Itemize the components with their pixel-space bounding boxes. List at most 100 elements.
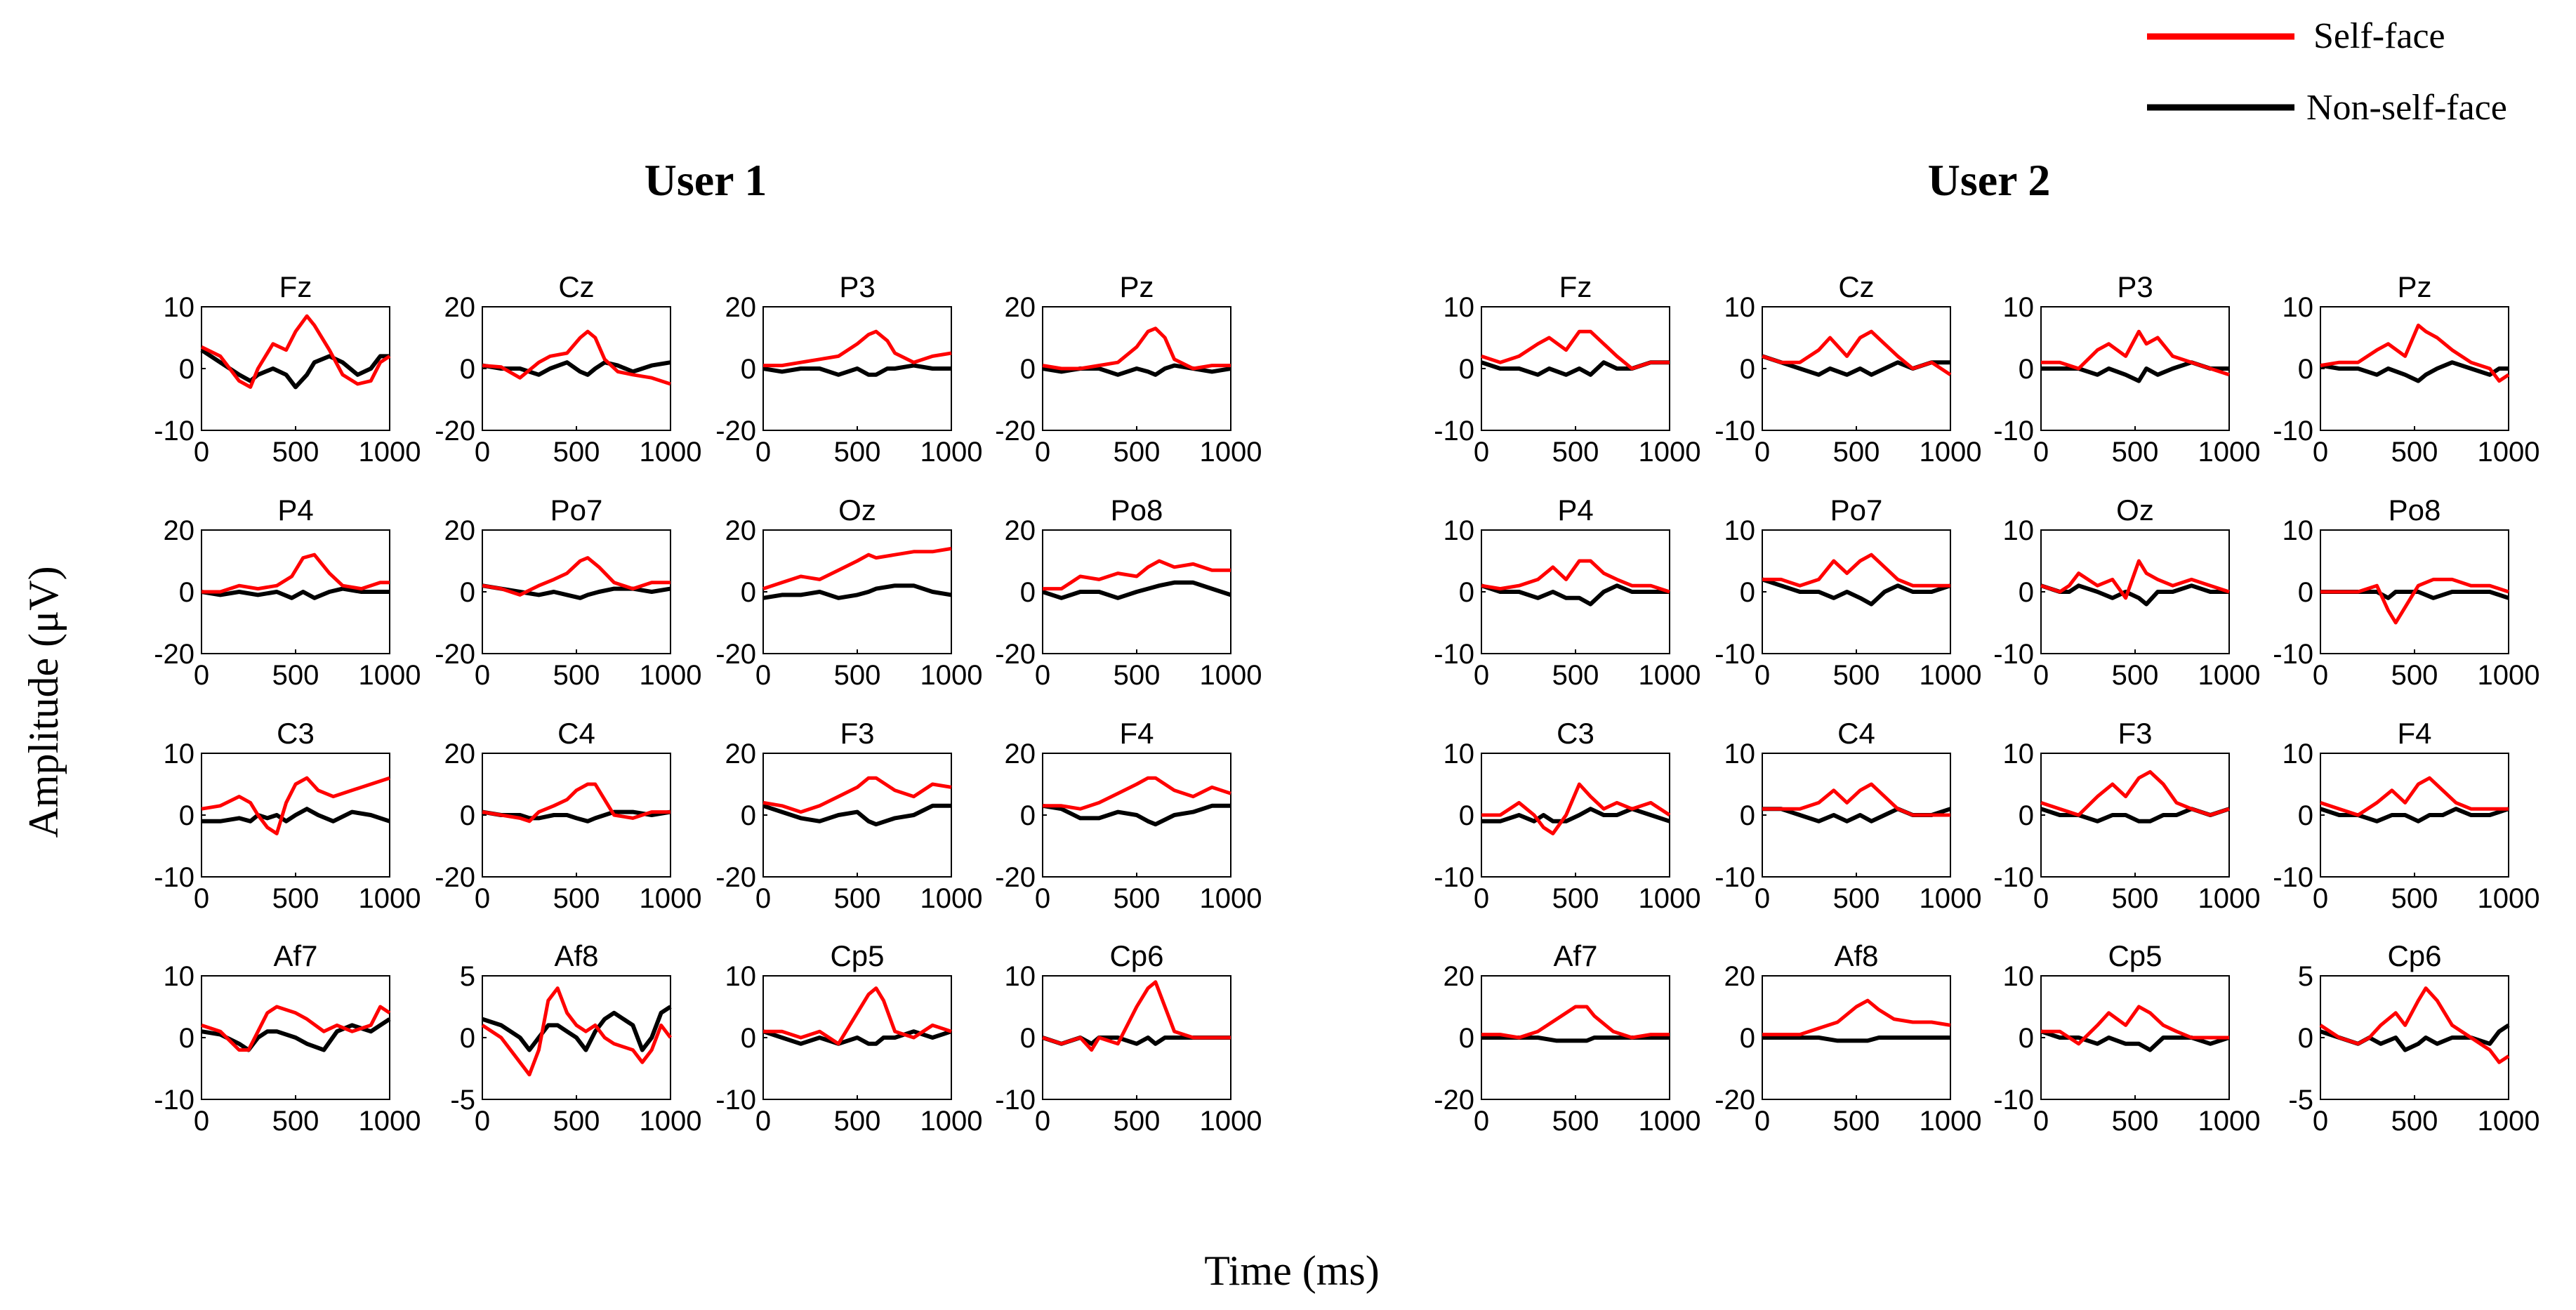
panel-title: P3 — [2117, 270, 2153, 303]
y-tick-label: -5 — [2288, 1085, 2313, 1116]
series-line-self-face — [1762, 329, 1952, 376]
y-tick-label: 0 — [741, 354, 756, 385]
x-tick-label: 0 — [755, 437, 771, 468]
x-tick-label: 500 — [2112, 1106, 2159, 1137]
panel-title: Cz — [558, 270, 594, 303]
panel-title: Af7 — [1553, 939, 1597, 972]
x-tick-label: 500 — [2112, 883, 2159, 914]
y-tick-label: 20 — [164, 515, 195, 546]
panel-title: Pz — [2397, 270, 2431, 303]
y-tick-label: 0 — [179, 354, 194, 385]
y-tick-label: -5 — [450, 1085, 475, 1116]
x-tick-label: 0 — [1035, 883, 1050, 914]
x-tick-label: 500 — [2391, 660, 2438, 691]
x-tick-label: 0 — [1474, 660, 1489, 691]
x-tick-label: 500 — [1833, 1106, 1880, 1137]
panel-title: C4 — [1837, 717, 1875, 750]
x-tick-label: 500 — [1833, 437, 1880, 468]
x-tick-label: 0 — [194, 660, 209, 691]
panel-title: F4 — [1119, 717, 1154, 750]
series-line-non-self-face — [482, 360, 671, 377]
x-tick-label: 0 — [1035, 660, 1050, 691]
group-title-user-2: User 2 — [1928, 155, 2051, 205]
y-tick-label: 0 — [460, 354, 475, 385]
x-tick-label: 0 — [1755, 1106, 1770, 1137]
x-tick-label: 0 — [1474, 1106, 1489, 1137]
x-tick-label: 0 — [475, 1106, 490, 1137]
y-tick-label: 10 — [1724, 739, 1756, 769]
y-tick-label: 0 — [2298, 800, 2313, 831]
series-line-self-face — [762, 546, 952, 590]
series-line-non-self-face — [200, 348, 390, 390]
panel-title: Oz — [2116, 494, 2154, 527]
series-line-non-self-face — [201, 1017, 391, 1052]
panel-title: Po7 — [550, 494, 603, 527]
y-tick-label: 10 — [164, 292, 195, 323]
y-tick-label: 20 — [1005, 292, 1036, 323]
y-tick-label: -20 — [435, 862, 475, 893]
panel-title: Po8 — [1111, 494, 1163, 527]
panel-title: Fz — [1559, 270, 1592, 303]
x-tick-label: 0 — [194, 437, 209, 468]
x-tick-label: 1000 — [920, 1106, 983, 1137]
x-tick-label: 500 — [834, 660, 881, 691]
x-tick-label: 500 — [272, 1106, 319, 1137]
y-tick-label: 20 — [444, 292, 476, 323]
x-tick-label: 1000 — [1920, 1106, 1982, 1137]
y-tick-label: 5 — [2298, 961, 2313, 992]
x-tick-label: 0 — [475, 883, 490, 914]
y-tick-label: 0 — [460, 1023, 475, 1054]
y-tick-label: -20 — [1434, 1085, 1474, 1116]
y-tick-label: -20 — [995, 862, 1036, 893]
y-tick-label: 0 — [460, 577, 475, 608]
y-tick-label: -10 — [1993, 1085, 2034, 1116]
series-line-non-self-face — [482, 1005, 672, 1052]
series-line-self-face — [1043, 776, 1231, 811]
y-tick-label: -10 — [2273, 416, 2313, 446]
x-tick-label: 500 — [1833, 660, 1880, 691]
y-tick-label: 10 — [1444, 515, 1475, 546]
x-tick-label: 1000 — [2198, 437, 2261, 468]
y-tick-label: 10 — [164, 961, 195, 992]
y-tick-label: 20 — [444, 739, 476, 769]
x-tick-label: 500 — [553, 660, 600, 691]
x-tick-label: 1000 — [2478, 1106, 2540, 1137]
y-tick-label: 20 — [1444, 961, 1475, 992]
series-line-self-face — [2041, 329, 2230, 377]
x-tick-label: 500 — [272, 883, 319, 914]
series-line-self-face — [2320, 323, 2510, 383]
series-line-self-face — [482, 556, 671, 597]
y-tick-label: -10 — [154, 416, 194, 446]
x-tick-label: 1000 — [1200, 1106, 1262, 1137]
series-line-self-face — [1042, 980, 1231, 1052]
series-line-non-self-face — [1762, 1036, 1950, 1043]
x-tick-label: 0 — [1035, 1106, 1050, 1137]
x-tick-label: 500 — [1552, 437, 1599, 468]
x-tick-label: 500 — [1833, 883, 1880, 914]
x-tick-label: 500 — [553, 1106, 600, 1137]
y-tick-label: 0 — [1459, 1023, 1474, 1054]
x-tick-label: 0 — [1474, 437, 1489, 468]
x-tick-label: 500 — [553, 437, 600, 468]
series-line-non-self-face — [1762, 577, 1951, 607]
x-tick-label: 1000 — [1920, 883, 1982, 914]
y-tick-label: 20 — [444, 515, 476, 546]
panel-title: Af8 — [554, 939, 598, 972]
panel-title: Cp6 — [2387, 939, 2441, 972]
y-tick-label: 10 — [1444, 739, 1475, 769]
y-tick-label: 20 — [1005, 739, 1036, 769]
y-tick-label: 10 — [164, 739, 195, 769]
x-tick-label: 1000 — [1639, 883, 1701, 914]
series-line-self-face — [2320, 577, 2509, 625]
y-tick-label: -10 — [1434, 862, 1474, 893]
